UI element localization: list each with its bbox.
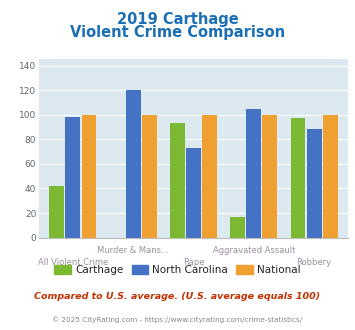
Text: Violent Crime Comparison: Violent Crime Comparison [70,25,285,40]
Text: © 2025 CityRating.com - https://www.cityrating.com/crime-statistics/: © 2025 CityRating.com - https://www.city… [53,317,302,323]
Text: Murder & Mans...: Murder & Mans... [97,246,169,255]
Text: Aggravated Assault: Aggravated Assault [213,246,295,255]
Bar [291,118,305,238]
Bar [49,186,64,238]
Bar [202,115,217,238]
Bar [323,115,338,238]
Text: All Violent Crime: All Violent Crime [38,258,108,267]
Bar [246,109,261,238]
Legend: Carthage, North Carolina, National: Carthage, North Carolina, National [50,261,305,280]
Bar [65,117,80,238]
Bar [82,115,96,238]
Text: Rape: Rape [183,258,204,267]
Bar [230,217,245,238]
Bar [186,148,201,238]
Bar [142,115,157,238]
Text: Compared to U.S. average. (U.S. average equals 100): Compared to U.S. average. (U.S. average … [34,292,321,301]
Bar [126,90,141,238]
Bar [307,129,322,238]
Bar [262,115,277,238]
Text: Robbery: Robbery [296,258,332,267]
Bar [170,123,185,238]
Text: 2019 Carthage: 2019 Carthage [117,12,238,26]
